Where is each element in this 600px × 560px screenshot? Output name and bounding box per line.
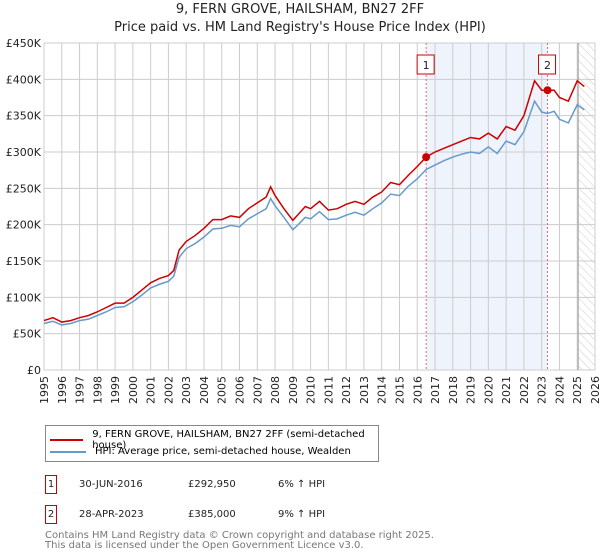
x-tick-label: 2018 — [447, 376, 460, 404]
legend-swatch — [50, 439, 84, 441]
x-tick-label: 2000 — [127, 376, 140, 404]
x-tick-label: 2006 — [234, 376, 247, 404]
annotation-label: 2 — [544, 59, 551, 72]
transaction-date: 30-JUN-2016 — [79, 479, 143, 490]
x-tick-label: 2022 — [518, 376, 531, 404]
y-tick-label: £350K — [6, 110, 42, 123]
y-tick-label: £150K — [6, 255, 42, 268]
x-tick-label: 2008 — [269, 376, 282, 404]
transaction-hpi: 9% ↑ HPI — [278, 509, 326, 520]
sale-point — [422, 153, 431, 162]
footer-copyright: Contains HM Land Registry data © Crown c… — [45, 530, 434, 541]
x-tick-label: 2009 — [287, 376, 300, 404]
x-tick-label: 2001 — [145, 376, 158, 404]
x-tick-label: 2014 — [376, 376, 389, 404]
x-tick-label: 2011 — [322, 376, 335, 404]
transaction-price: £385,000 — [188, 509, 236, 520]
y-tick-label: £450K — [6, 37, 42, 50]
y-tick-label: £400K — [6, 73, 42, 86]
annotation-box — [416, 54, 435, 75]
x-tick-label: 2026 — [589, 376, 600, 404]
x-tick-label: 2021 — [500, 376, 513, 404]
x-tick-label: 2024 — [553, 376, 566, 404]
footer: Contains HM Land Registry data © Crown c… — [45, 531, 434, 551]
legend-item-hpi: HPI: Average price, semi-detached house,… — [50, 446, 351, 457]
transaction-hpi: 6% ↑ HPI — [278, 479, 326, 490]
x-tick-label: 2013 — [358, 376, 371, 404]
chart-title: 9, FERN GROVE, HAILSHAM, BN27 2FF — [175, 2, 425, 17]
y-tick-label: £250K — [6, 182, 42, 195]
y-tick-label: £50K — [13, 328, 42, 341]
legend-label: HPI: Average price, semi-detached house,… — [95, 446, 351, 457]
footer-licence: This data is licensed under the Open Gov… — [45, 540, 364, 551]
x-tick-label: 2025 — [571, 376, 584, 404]
x-tick-label: 2016 — [411, 376, 424, 404]
transaction-date: 28-APR-2023 — [79, 509, 144, 520]
series-line — [43, 79, 585, 323]
transaction-marker: 1 — [45, 475, 57, 494]
x-tick-label: 1998 — [91, 376, 104, 404]
y-tick-label: £200K — [6, 219, 42, 232]
transaction-marker: 2 — [45, 505, 57, 524]
forecast-hatch — [578, 43, 595, 370]
x-tick-label: 2002 — [162, 376, 175, 404]
x-tick-label: 2012 — [340, 376, 353, 404]
legend-item-property: 9, FERN GROVE, HAILSHAM, BN27 2FF (semi-… — [50, 429, 378, 451]
annotation-label: 1 — [423, 59, 430, 72]
x-tick-label: 2004 — [198, 376, 211, 404]
x-tick-label: 2023 — [536, 376, 549, 404]
annotation-box — [538, 54, 557, 75]
y-tick-label: £300K — [6, 146, 42, 159]
x-tick-label: 2010 — [305, 376, 318, 404]
line-chart: 1995 1996 1997 1998 1999 2000 2001 2002 2003 2004… — [6, 37, 600, 404]
x-tick-label: 2007 — [251, 376, 264, 404]
x-tick-label: 2003 — [180, 376, 193, 404]
y-tick-label: £0 — [27, 364, 41, 377]
legend-swatch — [50, 450, 86, 453]
x-tick-label: 2017 — [429, 376, 442, 404]
transaction-price: £292,950 — [188, 479, 236, 490]
x-tick-label: 2015 — [393, 376, 406, 404]
series-line — [43, 99, 585, 326]
x-tick-label: 2019 — [465, 376, 478, 404]
x-tick-label: 2020 — [482, 376, 495, 404]
y-tick-label: £100K — [6, 291, 42, 304]
legend-label: 9, FERN GROVE, HAILSHAM, BN27 2FF (semi-… — [92, 429, 365, 451]
legend: 9, FERN GROVE, HAILSHAM, BN27 2FF (semi-… — [45, 425, 379, 462]
x-tick-label: 1995 — [38, 376, 51, 404]
x-tick-label: 1997 — [74, 376, 87, 404]
x-tick-label: 1999 — [109, 376, 122, 404]
shaded-period — [426, 43, 548, 370]
x-tick-label: 1996 — [56, 376, 69, 404]
sale-point — [543, 86, 552, 95]
chart-subtitle: Price paid vs. HM Land Registry's House … — [114, 20, 486, 35]
x-tick-label: 2005 — [216, 376, 229, 404]
